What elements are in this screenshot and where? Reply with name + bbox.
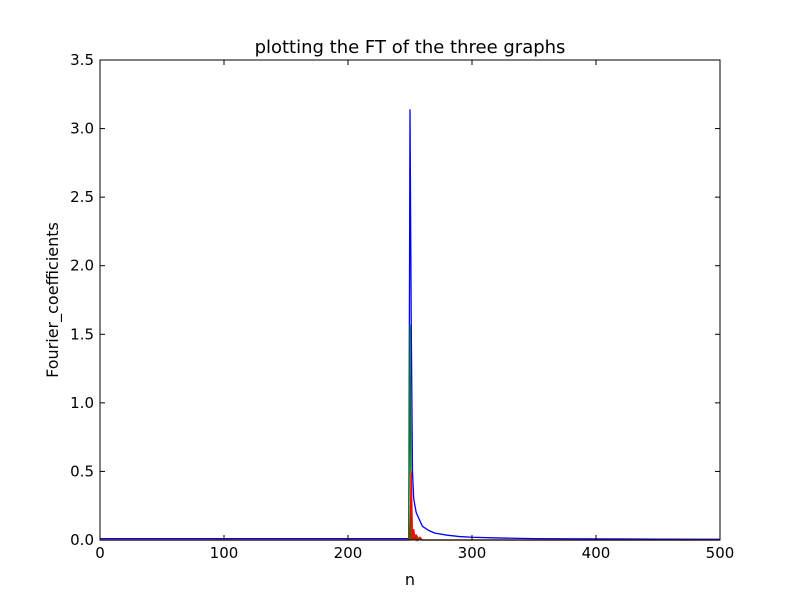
y-tick-label: 2.0 <box>70 257 94 275</box>
y-tick-label: 2.5 <box>70 188 94 206</box>
y-axis-title: Fourier_coefficients <box>43 222 63 378</box>
x-tick-label: 300 <box>458 544 487 562</box>
chart-title: plotting the FT of the three graphs <box>255 37 566 58</box>
x-tick-label: 400 <box>582 544 611 562</box>
y-tick-label: 0.5 <box>70 462 94 480</box>
y-tick-label: 3.5 <box>70 51 94 69</box>
y-tick-label: 0.0 <box>70 531 94 549</box>
x-tick-label: 0 <box>95 544 105 562</box>
plot-area-frame <box>99 59 721 541</box>
y-tick-label: 3.0 <box>70 120 94 138</box>
y-tick-label: 1.5 <box>70 325 94 343</box>
y-tick-label: 1.0 <box>70 394 94 412</box>
x-tick-label: 500 <box>706 544 735 562</box>
x-tick-label: 100 <box>210 544 239 562</box>
ticks-layer: 0 100 200 300 400 500 0.0 0.5 1.0 1.5 2.0 2.5 3.0 3.5 <box>70 51 734 562</box>
x-tick-label: 200 <box>334 544 363 562</box>
x-axis-title: n <box>405 570 415 589</box>
